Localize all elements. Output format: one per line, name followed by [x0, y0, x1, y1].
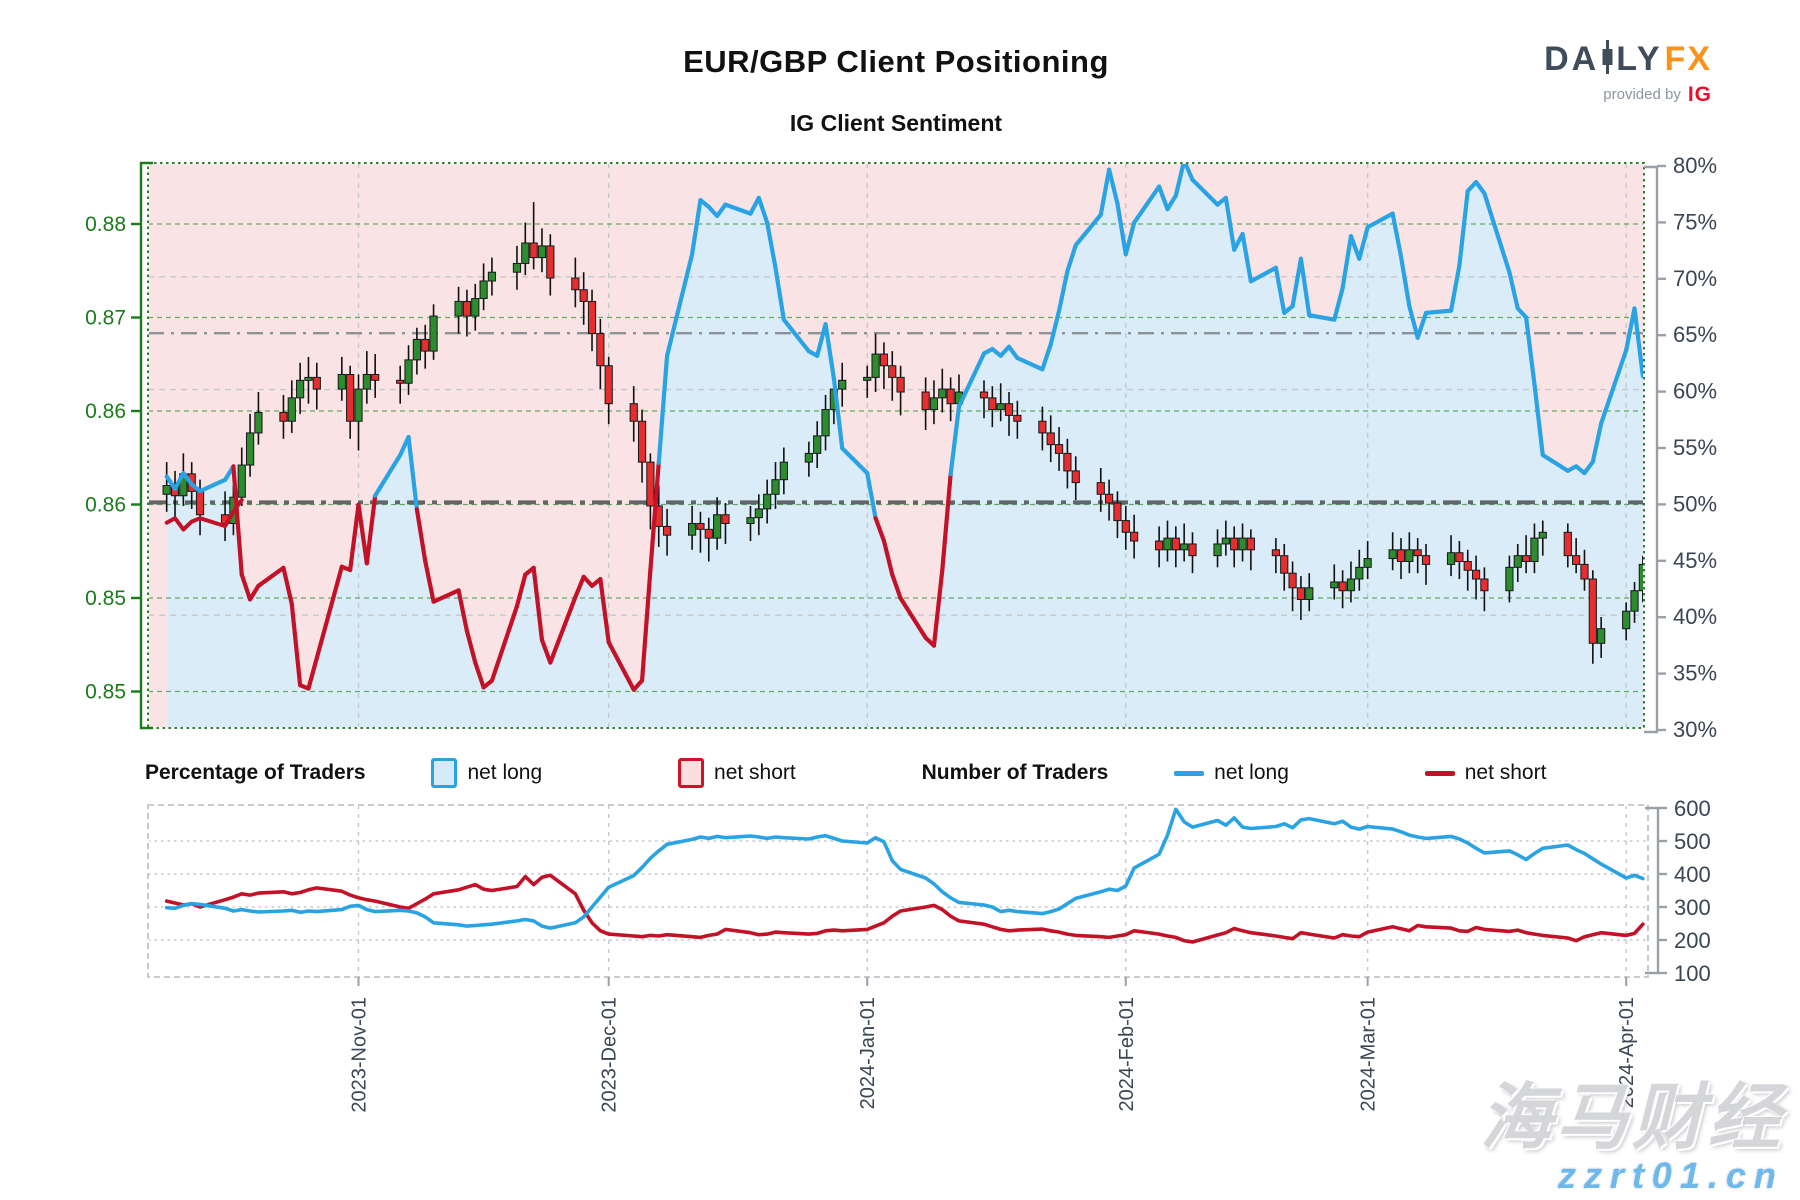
svg-text:55%: 55% — [1673, 435, 1717, 460]
legend-pct-header: Percentage of Traders — [145, 761, 366, 784]
svg-text:0.87: 0.87 — [85, 307, 126, 330]
legend-pct-net-short-label: net short — [714, 761, 796, 784]
legend-num-net-long: net long — [1174, 761, 1289, 785]
logo-text-ly: LY — [1616, 40, 1663, 78]
chart-legend: Percentage of Traders net long net short… — [145, 758, 1645, 794]
net-short-swatch-icon — [678, 758, 705, 788]
svg-text:2023-Nov-01: 2023-Nov-01 — [349, 997, 371, 1113]
svg-text:0.85: 0.85 — [85, 681, 126, 704]
chart-subtitle: IG Client Sentiment — [789, 110, 1003, 136]
svg-text:100: 100 — [1674, 961, 1711, 986]
svg-text:0.88: 0.88 — [85, 213, 126, 236]
svg-text:80%: 80% — [1673, 153, 1717, 178]
provided-by-label: provided by — [1603, 86, 1681, 103]
page-title: EUR/GBP Client Positioning — [683, 44, 1109, 79]
svg-text:2024-Apr-01: 2024-Apr-01 — [1616, 997, 1638, 1108]
svg-text:500: 500 — [1674, 829, 1711, 854]
legend-num-header: Number of Traders — [921, 761, 1109, 784]
svg-text:2024-Mar-01: 2024-Mar-01 — [1358, 997, 1380, 1112]
legend-pct-net-short: net short — [678, 758, 796, 788]
svg-text:65%: 65% — [1673, 322, 1717, 347]
svg-text:0.86: 0.86 — [85, 494, 126, 517]
svg-text:2024-Feb-01: 2024-Feb-01 — [1116, 997, 1138, 1112]
svg-text:70%: 70% — [1673, 266, 1717, 291]
logo-text-fx: FX — [1664, 40, 1712, 78]
svg-text:300: 300 — [1674, 895, 1711, 920]
legend-pct-net-long-label: net long — [467, 761, 543, 784]
ig-logo: IG — [1687, 83, 1712, 106]
logo-text-da: DA — [1544, 40, 1600, 78]
legend-num-net-short: net short — [1424, 761, 1547, 785]
count-axis-right: 600 500 400 300 200 100 — [1645, 796, 1711, 986]
svg-text:600: 600 — [1674, 796, 1711, 821]
date-axis: 2023-Nov-01 2023-Dec-01 2024-Jan-01 2024-Fe… — [349, 977, 1638, 1113]
dailyfx-logo[interactable]: DA LY FX provided by IG — [1544, 40, 1712, 105]
legend-num-net-short-label: net short — [1464, 761, 1547, 784]
legend-num-net-long-label: net long — [1214, 761, 1289, 784]
svg-text:75%: 75% — [1673, 209, 1717, 234]
price-candles — [162, 202, 1643, 664]
svg-text:400: 400 — [1674, 862, 1711, 887]
svg-text:2024-Jan-01: 2024-Jan-01 — [857, 997, 879, 1109]
percent-of-traders-plot — [149, 164, 1643, 727]
svg-text:40%: 40% — [1673, 604, 1717, 629]
svg-text:30%: 30% — [1673, 717, 1717, 742]
svg-text:0.86: 0.86 — [85, 400, 126, 423]
svg-text:0.85: 0.85 — [85, 587, 126, 610]
net-short-line-icon — [1424, 770, 1455, 776]
svg-text:200: 200 — [1674, 928, 1711, 953]
svg-text:35%: 35% — [1673, 661, 1717, 686]
net-long-swatch-icon — [431, 758, 458, 788]
percent-axis-right: 80% 75% 70% 65% 60% 55% 50% 45% 40% 35% 30% — [1644, 153, 1717, 742]
price-axis-left: 0.88 0.87 0.86 0.86 0.85 0.85 — [85, 161, 153, 730]
svg-text:2023-Dec-01: 2023-Dec-01 — [599, 997, 621, 1113]
legend-pct-net-long: net long — [431, 758, 542, 788]
svg-text:60%: 60% — [1673, 379, 1717, 404]
svg-text:45%: 45% — [1673, 548, 1717, 573]
net-long-line-icon — [1174, 770, 1205, 776]
svg-text:50%: 50% — [1673, 491, 1717, 516]
candlestick-icon — [1601, 40, 1614, 78]
number-of-traders-plot — [149, 806, 1647, 976]
